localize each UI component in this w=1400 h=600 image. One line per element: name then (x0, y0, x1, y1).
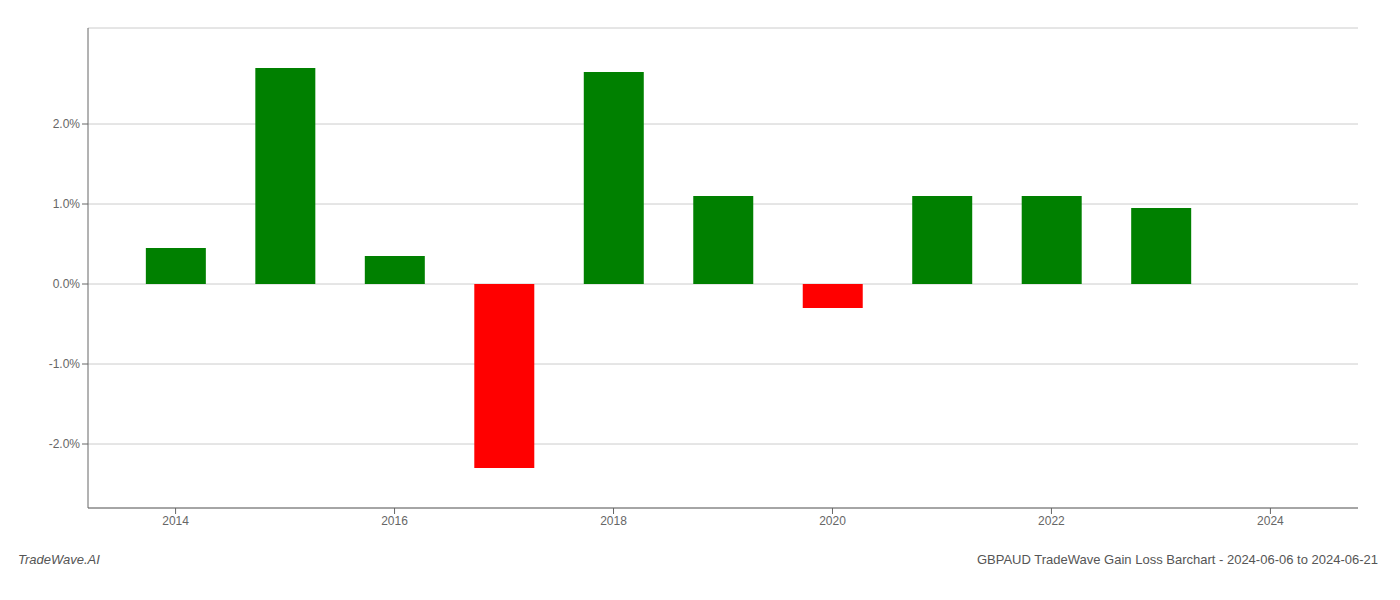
svg-text:2020: 2020 (819, 514, 846, 528)
svg-text:-2.0%: -2.0% (49, 437, 81, 451)
svg-text:2018: 2018 (600, 514, 627, 528)
svg-text:0.0%: 0.0% (53, 277, 81, 291)
html-text:TradeWave.AI: TradeWave.AI (18, 552, 100, 567)
svg-text:-1.0%: -1.0% (49, 357, 81, 371)
svg-text:2.0%: 2.0% (53, 117, 81, 131)
svg-text:1.0%: 1.0% (53, 197, 81, 211)
svg-text:2014: 2014 (162, 514, 189, 528)
html-text:GBPAUD TradeWave Gain Loss Bar: GBPAUD TradeWave Gain Loss Barchart - 20… (977, 552, 1378, 567)
svg-text:2022: 2022 (1038, 514, 1065, 528)
svg-text:2024: 2024 (1257, 514, 1284, 528)
svg-text:2016: 2016 (381, 514, 408, 528)
